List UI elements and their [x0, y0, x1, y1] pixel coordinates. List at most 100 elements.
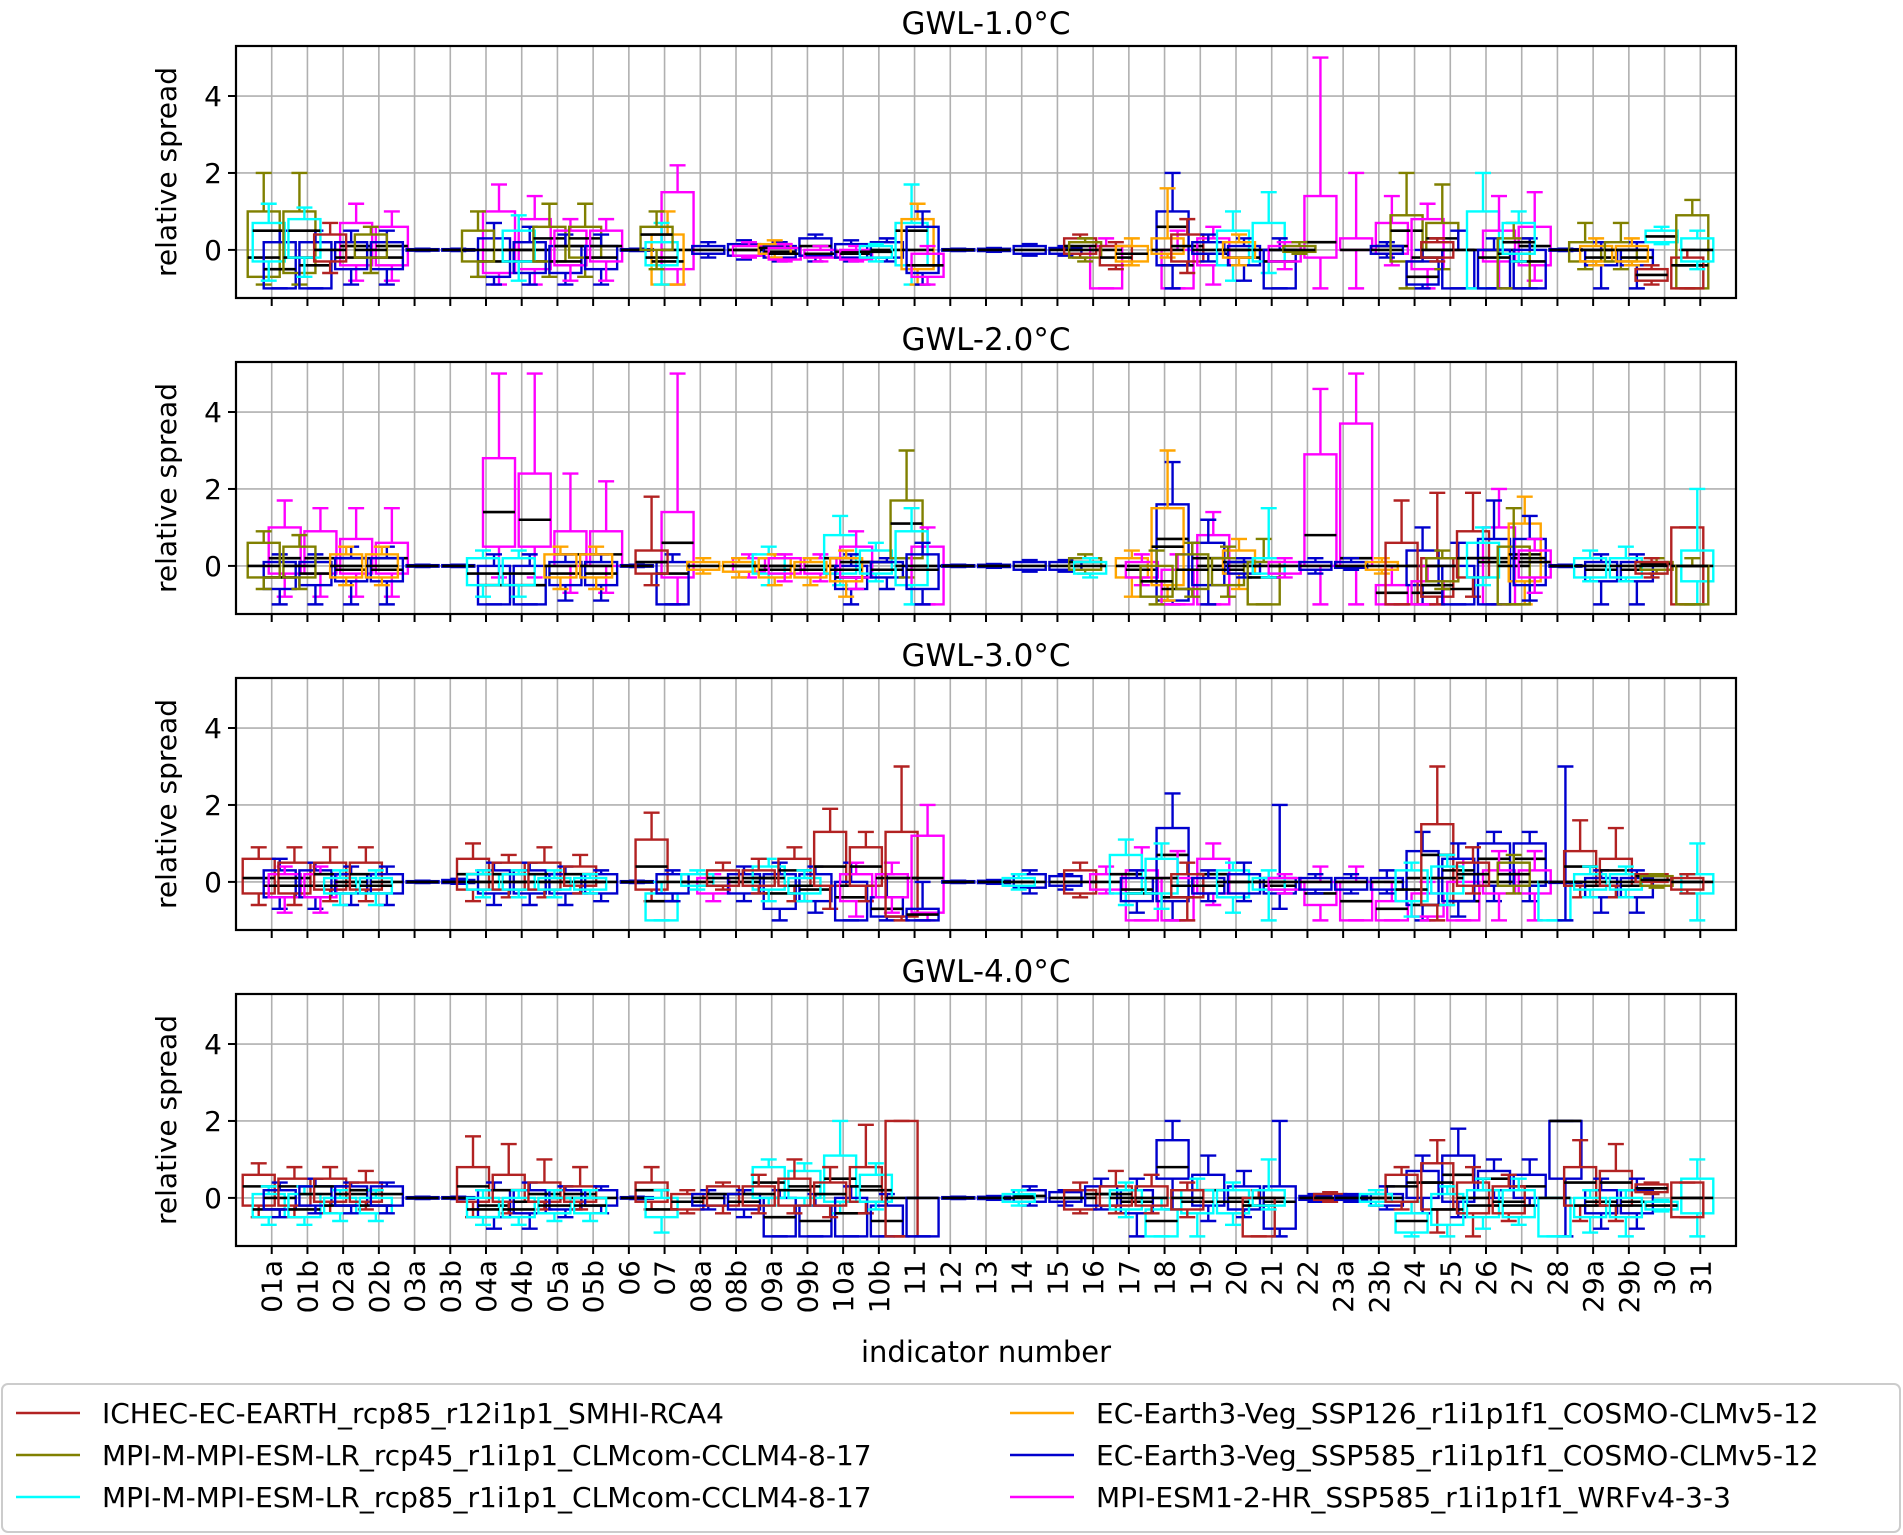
box-body	[501, 1196, 536, 1219]
box-body	[1507, 522, 1542, 583]
box-01b-series-5	[298, 1177, 333, 1215]
box-09b-series-3	[787, 869, 822, 903]
box-body	[241, 857, 276, 895]
box-body	[1384, 541, 1419, 606]
box-body	[262, 1189, 297, 1211]
box-31-series-3	[1680, 229, 1715, 271]
box-30-series-3	[1644, 1198, 1679, 1213]
box-20-series-4	[1221, 233, 1257, 267]
xtick-label: 04a	[470, 1260, 503, 1313]
xtick-label: 25	[1434, 1260, 1467, 1296]
box-body	[1583, 560, 1619, 583]
box-07-series-3	[644, 1189, 679, 1234]
box-21-series-6	[1267, 873, 1302, 895]
box-body	[333, 241, 369, 271]
y-axis-label: relative spread	[150, 699, 183, 909]
box-05b-series-3	[572, 1189, 608, 1223]
box-15-series-5	[1048, 558, 1083, 573]
xtick-label: 01b	[291, 1260, 324, 1313]
box-18-series-2	[1139, 549, 1174, 606]
box-body	[1338, 237, 1374, 252]
box-12-series-5	[941, 879, 976, 885]
box-body	[1226, 560, 1262, 575]
box-22-series-5	[1298, 873, 1333, 895]
box-08b-series-5	[726, 865, 762, 903]
box-09a-series-6	[767, 242, 802, 263]
box-04a-series-5	[476, 861, 512, 907]
box-body	[460, 229, 496, 263]
box-04b-series-5	[512, 861, 547, 907]
xtick-label: 09a	[756, 1260, 789, 1313]
box-08a-series-4	[686, 557, 721, 575]
box-26-series-1	[1455, 846, 1491, 895]
box-06-series-5	[619, 879, 655, 885]
box-06-series-5	[619, 563, 655, 569]
box-body	[1298, 876, 1333, 891]
box-body	[1098, 1185, 1134, 1207]
box-19-series-1	[1170, 1181, 1205, 1219]
box-25-series-5	[1441, 1127, 1476, 1219]
box-19-series-3	[1180, 1177, 1215, 1238]
box-23b-series-3	[1358, 1189, 1394, 1207]
box-05b-series-4	[578, 545, 614, 591]
box-01a-series-2	[246, 530, 281, 591]
box-body	[1425, 557, 1460, 583]
box-body	[1246, 560, 1281, 606]
box-body	[1267, 560, 1302, 575]
box-body	[583, 873, 619, 895]
box-body	[1333, 876, 1369, 891]
box-body	[1441, 1154, 1476, 1203]
ytick-label: 0	[204, 550, 222, 583]
box-body	[1476, 842, 1512, 887]
boxes	[246, 372, 1715, 606]
legend: ICHEC-EC-EARTH_rcp85_r12i1p1_SMHI-RCA4 MP…	[1, 1383, 1901, 1533]
box-body	[634, 838, 669, 891]
box-body	[501, 229, 536, 263]
box-body	[1670, 256, 1705, 290]
ytick-label: 4	[204, 396, 222, 429]
box-17-series-1	[1098, 1169, 1134, 1215]
box-body	[655, 560, 690, 606]
box-07-series-1	[634, 1165, 669, 1211]
box-03b-series-5	[441, 563, 476, 569]
xtick-label: 29a	[1577, 1260, 1610, 1313]
box-07-series-2	[639, 210, 674, 271]
box-body	[680, 873, 715, 887]
xtick-label: 05b	[577, 1260, 610, 1313]
box-body	[517, 217, 552, 271]
box-body	[1170, 233, 1205, 263]
box-02b-series-5	[369, 1181, 405, 1215]
box-02a-series-1	[312, 221, 348, 275]
box-25-series-1	[1420, 491, 1455, 606]
box-body	[1420, 822, 1455, 907]
xtick-label: 06	[613, 1260, 646, 1296]
box-21-series-5	[1262, 1119, 1297, 1238]
box-body	[1369, 876, 1405, 891]
box-14-series-3	[1001, 873, 1036, 891]
box-17-series-5	[1119, 869, 1155, 914]
boxes	[246, 56, 1715, 290]
box-04a-series-3	[465, 1189, 501, 1227]
ytick-label: 0	[204, 234, 222, 267]
box-body	[1072, 560, 1108, 575]
box-04a-series-3	[465, 869, 501, 899]
legend-frame	[1, 1383, 1901, 1533]
box-01b-series-2	[282, 533, 317, 591]
box-body	[1634, 560, 1669, 575]
boxes	[241, 1119, 1715, 1238]
box-body	[287, 217, 322, 259]
box-body	[348, 861, 384, 891]
legend-label: MPI-M-MPI-ESM-LR_rcp45_r1i1p1_CLMcom-CCL…	[102, 1439, 872, 1472]
xtick-label: 05a	[541, 1260, 574, 1313]
box-30-series-1	[1634, 264, 1669, 286]
box-body	[798, 873, 833, 903]
box-23a-series-6	[1338, 171, 1374, 290]
legend-label: MPI-ESM1-2-HR_SSP585_r1i1p1f1_WRFv4-3-3	[1096, 1481, 1731, 1514]
box-body	[1155, 1138, 1190, 1180]
box-05a-series-6	[553, 217, 588, 282]
ytick-label: 4	[204, 712, 222, 745]
box-12-series-5	[941, 247, 976, 253]
box-07-series-5	[655, 553, 690, 606]
